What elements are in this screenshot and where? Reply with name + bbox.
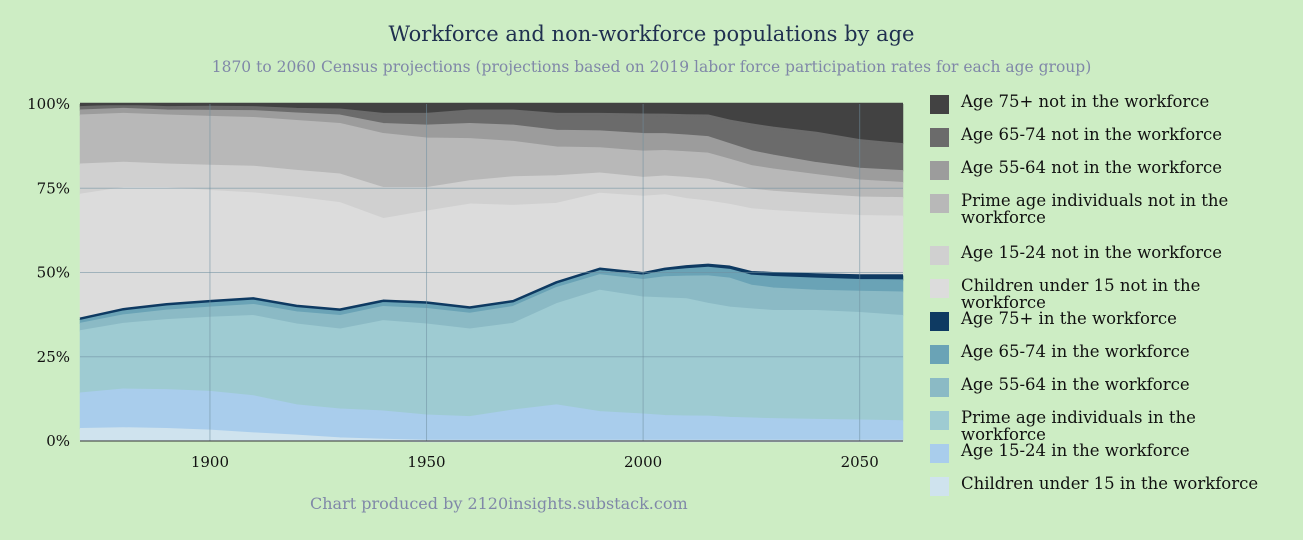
edge-age-65-74-in-the-workforce (79, 266, 904, 322)
legend-item-age-15-24-not-in-the-workforce: Age 15-24 not in the workforce (930, 244, 1300, 265)
legend-item-prime-age-individuals-in-the-workforce: Prime age individuals in the workforce (930, 409, 1300, 443)
y-tick-label: 100% (27, 95, 70, 113)
axes: 0% 25% 50% 75% 100% 1900 1950 2000 2050 (27, 95, 903, 471)
legend-label: Prime age individuals not in the workfor… (961, 191, 1229, 227)
edge-prime-age-individuals-not-in-the-workforce (79, 112, 904, 185)
legend-item-children-under-15-not-in-the-workforce: Children under 15 not in the workforce (930, 277, 1300, 311)
chart-title: Workforce and non-workforce populations … (388, 22, 915, 46)
y-tick-label: 25% (37, 348, 70, 366)
stacked-area-chart: 0% 25% 50% 75% 100% 1900 1950 2000 2050 (27, 95, 904, 471)
legend-label: Age 15-24 in the workforce (961, 441, 1190, 460)
edge-age-65-74-not-in-the-workforce (79, 104, 904, 146)
x-tick-label: 1900 (191, 453, 229, 471)
x-tick-label: 2050 (841, 453, 879, 471)
edge-age-15-24-in-the-workforce (79, 388, 904, 423)
edge-age-55-64-in-the-workforce (79, 274, 904, 326)
y-tick-label: 0% (46, 432, 70, 450)
legend-label: Age 75+ in the workforce (961, 309, 1177, 328)
edge-age-55-64-not-in-the-workforce (79, 107, 904, 173)
legend-swatch (930, 444, 949, 463)
legend-item-children-under-15-in-the-workforce: Children under 15 in the workforce (930, 475, 1300, 496)
legend-item-age-75-not-in-the-workforce: Age 75+ not in the workforce (930, 93, 1300, 114)
legend-item-age-15-24-in-the-workforce: Age 15-24 in the workforce (930, 442, 1300, 463)
legend-label: Age 65-74 in the workforce (961, 342, 1190, 361)
legend-swatch (930, 279, 949, 298)
edge-age-15-24-not-in-the-workforce (79, 161, 904, 200)
legend-item-age-55-64-in-the-workforce: Age 55-64 in the workforce (930, 376, 1300, 397)
legend-swatch (930, 128, 949, 147)
legend-label: Age 65-74 not in the workforce (961, 125, 1223, 144)
chart-subtitle: 1870 to 2060 Census projections (project… (211, 58, 1092, 76)
y-tick-label: 50% (37, 264, 70, 282)
legend-item-prime-age-individuals-not-in-the-workforce: Prime age individuals not in the workfor… (930, 192, 1300, 226)
x-tick-label: 1950 (407, 453, 445, 471)
legend-item-age-55-64-not-in-the-workforce: Age 55-64 not in the workforce (930, 159, 1300, 180)
legend-swatch (930, 95, 949, 114)
legend-swatch (930, 246, 949, 265)
edge-prime-age-individuals-in-the-workforce (79, 289, 904, 333)
legend-swatch (930, 411, 949, 430)
edge-children-under-15-not-in-the-workforce (79, 187, 904, 221)
chart-credit: Chart produced by 2120insights.substack.… (310, 494, 688, 513)
legend-swatch (930, 378, 949, 397)
legend-swatch (930, 161, 949, 180)
legend-label: Age 15-24 not in the workforce (961, 243, 1223, 262)
legend-label: Children under 15 not in the workforce (961, 276, 1201, 312)
legend-label: Age 75+ not in the workforce (961, 92, 1210, 111)
legend-item-age-65-74-not-in-the-workforce: Age 65-74 not in the workforce (930, 126, 1300, 147)
legend-item-age-65-74-in-the-workforce: Age 65-74 in the workforce (930, 343, 1300, 364)
y-tick-label: 75% (37, 179, 70, 197)
legend-swatch (930, 194, 949, 213)
legend-swatch (930, 477, 949, 496)
legend-label: Age 55-64 in the workforce (961, 375, 1190, 394)
legend-label: Age 55-64 not in the workforce (961, 158, 1223, 177)
legend-swatch (930, 312, 949, 331)
legend-item-age-75-in-the-workforce: Age 75+ in the workforce (930, 310, 1300, 331)
x-tick-label: 2000 (624, 453, 662, 471)
legend-swatch (930, 345, 949, 364)
gridlines (80, 104, 903, 441)
legend-label: Children under 15 in the workforce (961, 474, 1259, 493)
legend-label: Prime age individuals in the workforce (961, 408, 1196, 444)
